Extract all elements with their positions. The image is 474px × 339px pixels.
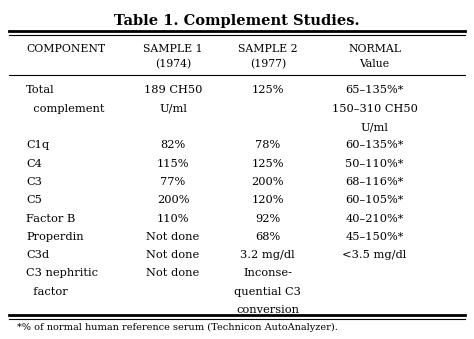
- Text: Value: Value: [359, 59, 390, 69]
- Text: 125%: 125%: [252, 85, 284, 95]
- Text: U/ml: U/ml: [159, 104, 187, 114]
- Text: C3: C3: [26, 177, 42, 187]
- Text: 200%: 200%: [252, 177, 284, 187]
- Text: conversion: conversion: [237, 305, 299, 315]
- Text: SAMPLE 2: SAMPLE 2: [238, 44, 298, 54]
- Text: <3.5 mg/dl: <3.5 mg/dl: [342, 250, 407, 260]
- Text: Not done: Not done: [146, 250, 200, 260]
- Text: 78%: 78%: [255, 140, 281, 150]
- Text: (1977): (1977): [250, 59, 286, 69]
- Text: 92%: 92%: [255, 214, 281, 223]
- Text: 120%: 120%: [252, 195, 284, 205]
- Text: SAMPLE 1: SAMPLE 1: [143, 44, 203, 54]
- Text: 77%: 77%: [160, 177, 186, 187]
- Text: C1q: C1q: [26, 140, 49, 150]
- Text: Total: Total: [26, 85, 55, 95]
- Text: 189 CH50: 189 CH50: [144, 85, 202, 95]
- Text: *% of normal human reference serum (Technicon AutoAnalyzer).: *% of normal human reference serum (Tech…: [17, 323, 337, 332]
- Text: factor: factor: [26, 287, 68, 297]
- Text: Inconse-: Inconse-: [243, 268, 292, 278]
- Text: Not done: Not done: [146, 268, 200, 278]
- Text: 82%: 82%: [160, 140, 186, 150]
- Text: 68–116%*: 68–116%*: [345, 177, 404, 187]
- Text: U/ml: U/ml: [361, 122, 388, 132]
- Text: Not done: Not done: [146, 232, 200, 242]
- Text: 60–105%*: 60–105%*: [345, 195, 404, 205]
- Text: 3.2 mg/dl: 3.2 mg/dl: [240, 250, 295, 260]
- Text: Properdin: Properdin: [26, 232, 84, 242]
- Text: C4: C4: [26, 159, 42, 168]
- Text: 40–210%*: 40–210%*: [345, 214, 404, 223]
- Text: 45–150%*: 45–150%*: [345, 232, 404, 242]
- Text: 150–310 CH50: 150–310 CH50: [331, 104, 418, 114]
- Text: 68%: 68%: [255, 232, 281, 242]
- Text: 60–135%*: 60–135%*: [345, 140, 404, 150]
- Text: 115%: 115%: [157, 159, 189, 168]
- Text: complement: complement: [26, 104, 105, 114]
- Text: C3 nephritic: C3 nephritic: [26, 268, 98, 278]
- Text: Factor B: Factor B: [26, 214, 75, 223]
- Text: quential C3: quential C3: [234, 287, 301, 297]
- Text: COMPONENT: COMPONENT: [26, 44, 105, 54]
- Text: 50–110%*: 50–110%*: [345, 159, 404, 168]
- Text: 200%: 200%: [157, 195, 189, 205]
- Text: 110%: 110%: [157, 214, 189, 223]
- Text: NORMAL: NORMAL: [348, 44, 401, 54]
- Text: 65–135%*: 65–135%*: [345, 85, 404, 95]
- Text: (1974): (1974): [155, 59, 191, 69]
- Text: C5: C5: [26, 195, 42, 205]
- Text: C3d: C3d: [26, 250, 49, 260]
- Text: Table 1. Complement Studies.: Table 1. Complement Studies.: [114, 14, 360, 27]
- Text: 125%: 125%: [252, 159, 284, 168]
